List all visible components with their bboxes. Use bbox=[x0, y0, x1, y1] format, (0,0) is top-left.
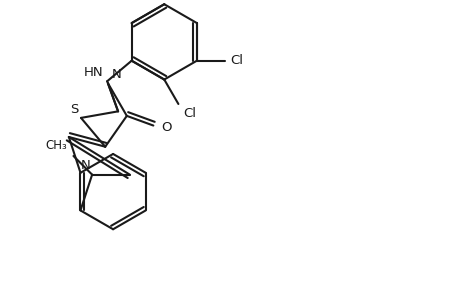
Text: N: N bbox=[112, 68, 122, 81]
Text: N: N bbox=[80, 159, 90, 172]
Text: Cl: Cl bbox=[230, 54, 242, 67]
Text: S: S bbox=[69, 103, 78, 116]
Text: CH₃: CH₃ bbox=[46, 139, 67, 152]
Text: HN: HN bbox=[84, 66, 103, 79]
Text: Cl: Cl bbox=[183, 107, 196, 120]
Text: O: O bbox=[161, 121, 171, 134]
